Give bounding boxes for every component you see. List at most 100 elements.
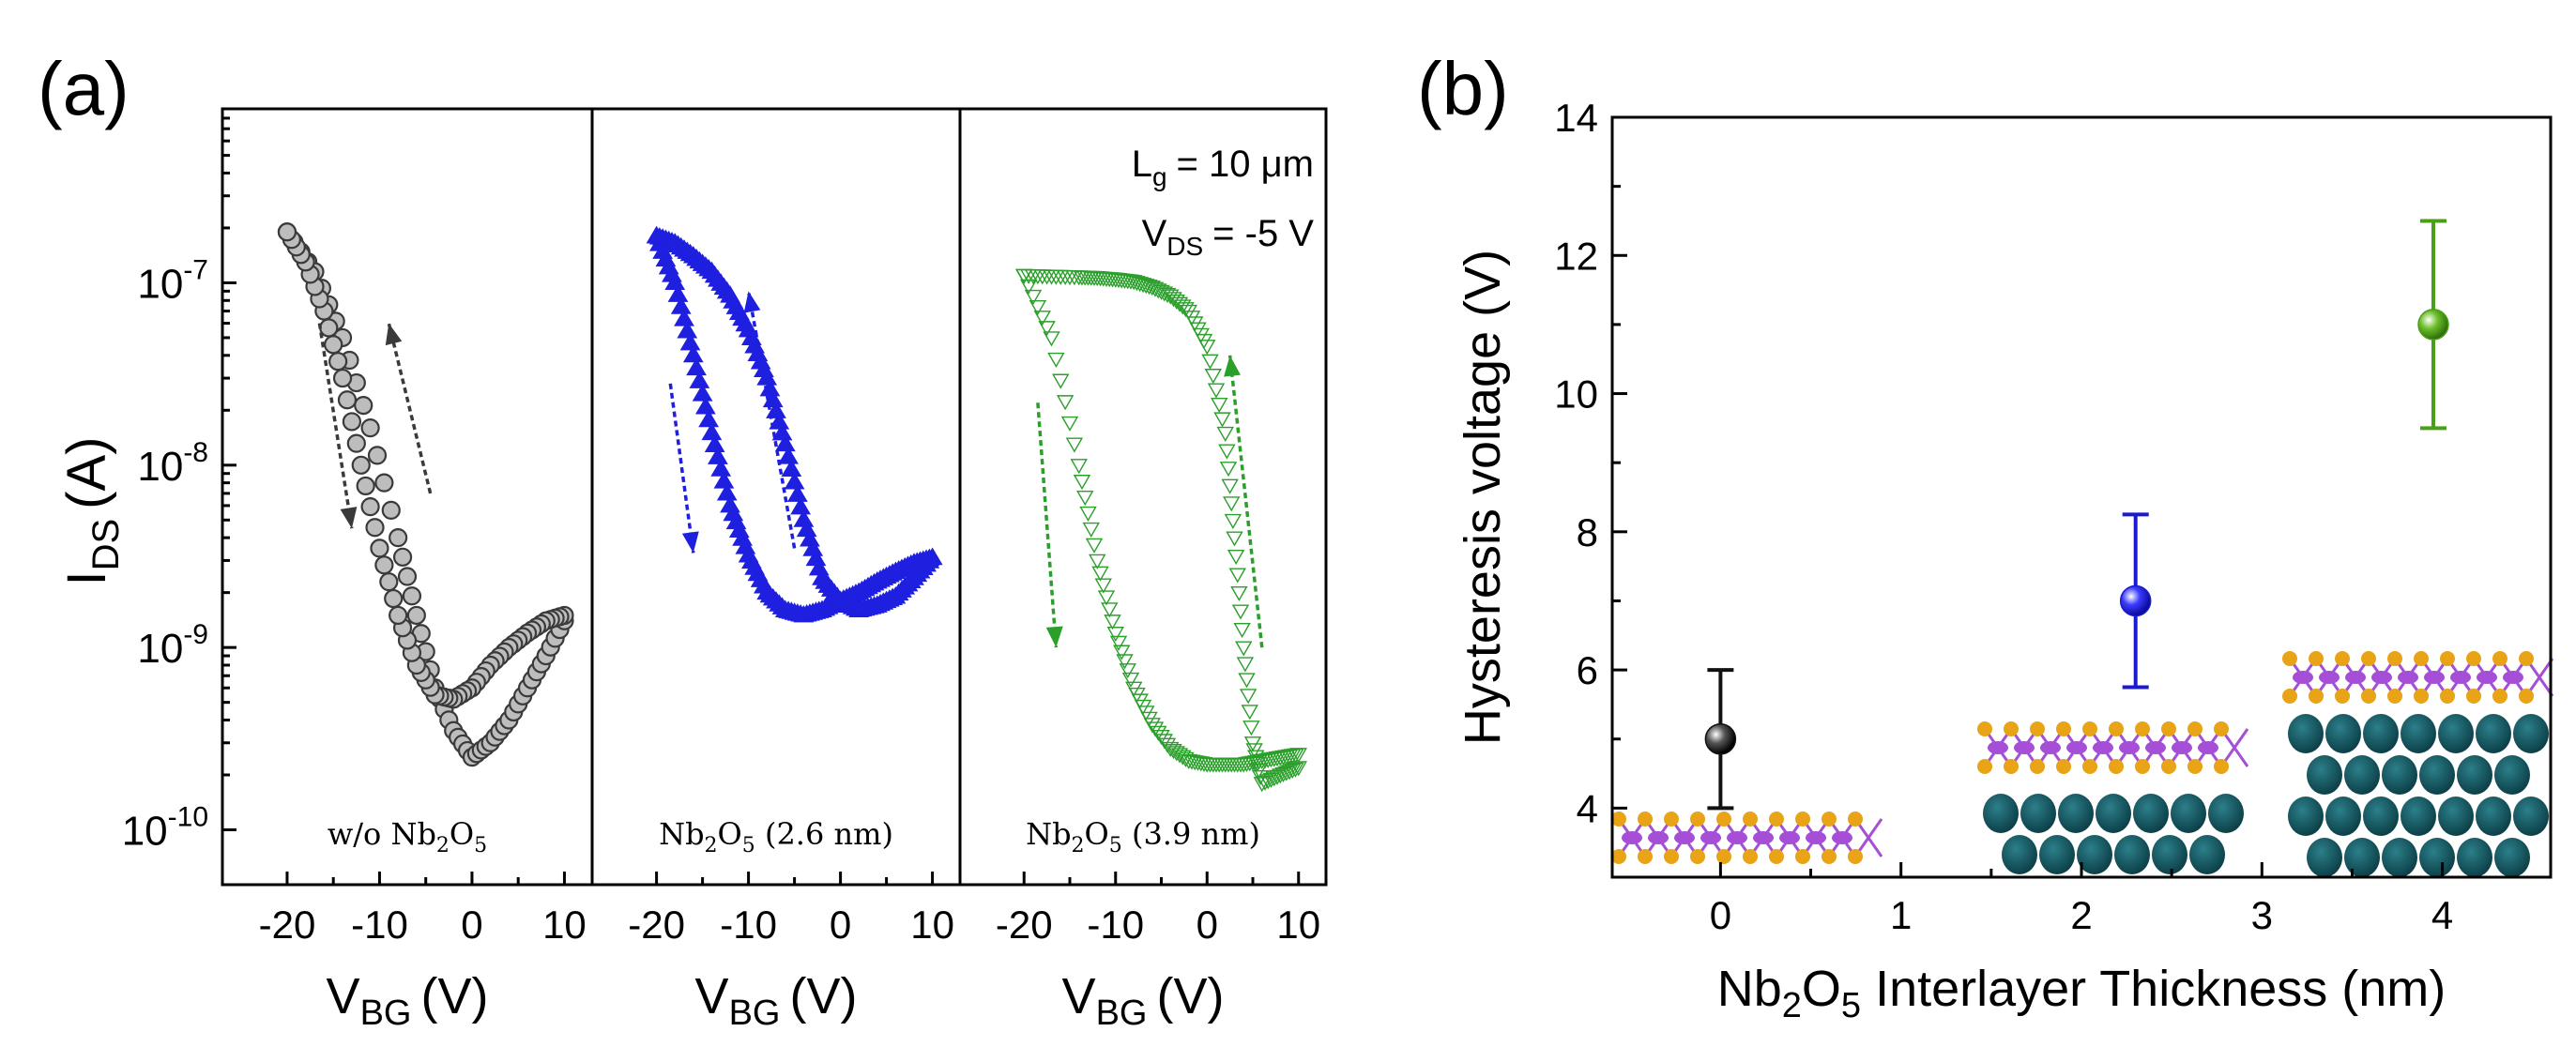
atom xyxy=(1690,849,1705,864)
oxide-atom xyxy=(2438,714,2474,753)
data-point xyxy=(370,539,389,558)
oxide-atom xyxy=(2096,794,2131,833)
atom xyxy=(1611,849,1626,864)
data-point xyxy=(1082,522,1100,538)
data-point xyxy=(1207,383,1226,399)
data-point xyxy=(1177,302,1195,318)
data-point xyxy=(708,447,728,464)
x-tick-label: 0 xyxy=(1197,903,1218,947)
data-point xyxy=(674,309,694,326)
data-point xyxy=(1230,585,1248,602)
data-point xyxy=(805,548,827,567)
data-point xyxy=(1704,722,1737,755)
arrow-head xyxy=(340,507,358,529)
data-point xyxy=(689,371,710,388)
panel-b-label: (b) xyxy=(1417,47,1509,130)
data-point xyxy=(1121,672,1140,688)
data-point xyxy=(796,519,817,538)
y-tick-label: 14 xyxy=(1554,96,1598,140)
data-point xyxy=(1060,416,1079,432)
data-point xyxy=(1241,705,1258,721)
data-point xyxy=(1242,721,1260,736)
atom xyxy=(2345,671,2366,684)
data-point xyxy=(374,555,394,575)
subplot-2-frame xyxy=(590,107,962,887)
atom xyxy=(2319,671,2340,684)
atom xyxy=(2030,759,2045,774)
data-point xyxy=(774,433,796,452)
data-point xyxy=(356,476,375,496)
data-point xyxy=(694,396,716,415)
data-point xyxy=(1219,462,1238,478)
panel-a-x-tick-labels: -20 -10 0 10 -20 -10 0 10 -20 -10 0 10 xyxy=(259,903,1321,947)
data-point xyxy=(379,572,399,592)
data-point xyxy=(1248,756,1267,772)
data-point xyxy=(1226,531,1243,547)
atom xyxy=(2387,651,2402,666)
data-point xyxy=(2119,584,2152,617)
atom xyxy=(1753,831,1774,844)
data-point xyxy=(1029,299,1047,316)
atom xyxy=(1977,721,1992,736)
data-point xyxy=(670,296,692,314)
data-point xyxy=(1174,750,1192,766)
data-point xyxy=(1216,426,1234,442)
data-point xyxy=(1065,437,1084,453)
data-point xyxy=(1024,289,1043,306)
data-point xyxy=(1073,475,1091,491)
atom xyxy=(2014,741,2035,754)
oxide-atom xyxy=(2494,838,2530,877)
atom xyxy=(1664,812,1679,827)
data-point xyxy=(1116,654,1134,670)
atom xyxy=(2056,721,2071,736)
subplot-1-frame xyxy=(221,107,594,887)
y-tick-label: 12 xyxy=(1554,234,1598,278)
subplot-2-label: Nb2O5 (2.6 nm) xyxy=(659,816,893,857)
atom xyxy=(2004,721,2019,736)
oxide-atom xyxy=(2457,838,2492,877)
atom xyxy=(1977,759,1992,774)
data-point xyxy=(713,471,735,489)
data-point xyxy=(1213,412,1231,428)
oxide-atom xyxy=(2476,796,2511,836)
atom xyxy=(2466,689,2481,704)
data-point xyxy=(682,344,704,363)
data-point xyxy=(771,422,793,441)
data-point xyxy=(406,605,426,626)
subplot-1-data xyxy=(277,222,574,767)
atom xyxy=(1700,831,1721,844)
panel-b-x-tick-labels: 0 1 2 3 4 xyxy=(1710,893,2454,937)
oxide-atom xyxy=(2494,755,2530,795)
atom xyxy=(1716,849,1731,864)
data-point xyxy=(679,332,701,351)
y-tick-label: 6 xyxy=(1577,648,1598,692)
data-point xyxy=(1250,763,1268,779)
data-point xyxy=(716,483,738,501)
atom xyxy=(2335,689,2350,704)
atom xyxy=(2082,759,2097,774)
data-point xyxy=(1094,578,1112,594)
oxide-atom xyxy=(2077,835,2112,874)
data-point xyxy=(686,357,707,376)
data-point xyxy=(1167,294,1185,311)
atom xyxy=(1622,831,1642,844)
data-point xyxy=(802,539,824,556)
atom xyxy=(2414,689,2429,704)
panel-a-label: (a) xyxy=(38,47,130,130)
crystal-structure-illustrations xyxy=(1611,651,2554,877)
data-point xyxy=(664,272,686,290)
oxide-atom xyxy=(2133,794,2169,833)
oxide-atom xyxy=(2401,796,2436,836)
atom xyxy=(2187,721,2203,736)
data-point xyxy=(2417,309,2449,341)
oxide-atom xyxy=(2288,714,2324,753)
data-point xyxy=(1019,279,1038,295)
data-point xyxy=(365,518,385,538)
oxide-atom xyxy=(2457,755,2492,795)
oxide-atom xyxy=(2058,794,2094,833)
data-point xyxy=(324,335,343,355)
atom xyxy=(1648,831,1669,844)
atom xyxy=(1674,831,1695,844)
